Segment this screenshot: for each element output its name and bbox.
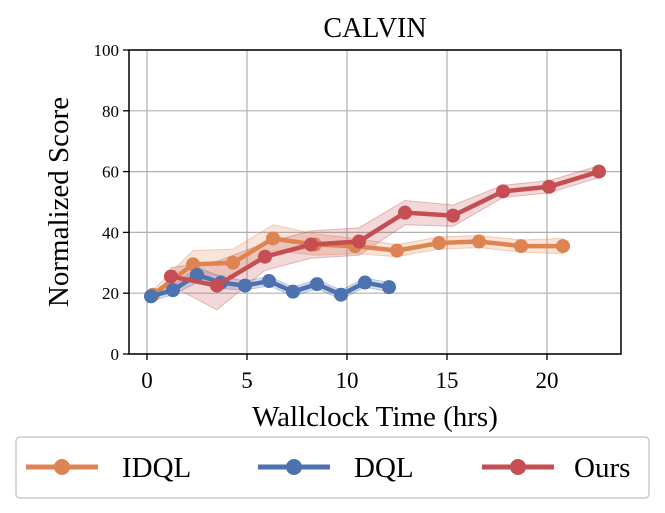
x-axis-label: Wallclock Time (hrs): [252, 401, 498, 433]
idql-point: [186, 257, 200, 272]
ours-line: [170, 169, 600, 288]
ours-point: [398, 205, 412, 220]
grid: [129, 49, 621, 355]
idql-point: [556, 239, 570, 254]
idql-legend-marker: [54, 459, 70, 475]
ours-point: [164, 269, 178, 284]
dql-point: [238, 278, 252, 293]
ours-point: [446, 208, 460, 223]
idql-point: [266, 231, 280, 246]
x-tick-label: 20: [536, 368, 559, 393]
chart-title: CALVIN: [323, 13, 426, 44]
y-tick-label: 80: [102, 102, 119, 121]
x-tick-label: 10: [336, 368, 359, 393]
x-tick-label: 5: [241, 368, 253, 393]
dql-point: [286, 284, 300, 299]
idql-point: [472, 234, 486, 249]
x-tick-label: 0: [141, 368, 153, 393]
ours-point: [210, 278, 224, 293]
idql-point: [514, 239, 528, 254]
dql-point: [166, 283, 180, 298]
dql-legend-label: DQL: [354, 452, 414, 484]
dql-legend-marker: [286, 459, 302, 475]
dql-point: [190, 267, 204, 282]
x-tick-label: 15: [436, 368, 459, 393]
dql-point: [358, 275, 372, 290]
y-axis-label: Normalized Score: [43, 97, 75, 307]
ours-point: [258, 249, 272, 264]
legend-frame: [15, 436, 650, 499]
ours-point: [352, 234, 366, 249]
dql-point: [310, 277, 324, 292]
ours-point: [496, 184, 510, 199]
axis-ticks: 0 5 10 15 20 0 20 40 60 80 100: [94, 41, 559, 393]
ours-legend-marker: [510, 459, 526, 475]
y-tick-label: 100: [94, 41, 120, 60]
legend: IDQL DQL Ours: [15, 436, 650, 499]
idql-point: [432, 236, 446, 251]
y-tick-label: 60: [102, 163, 119, 182]
dql-point: [382, 280, 396, 295]
ours-point: [304, 237, 318, 252]
ours-point: [542, 179, 556, 194]
dql-point: [334, 287, 348, 302]
idql-point: [390, 243, 404, 258]
plot-frame: [128, 49, 622, 355]
y-tick-label: 40: [102, 223, 119, 242]
y-tick-label: 0: [111, 345, 120, 364]
dql-point: [144, 289, 158, 304]
idql-point: [226, 255, 240, 270]
idql-legend-label: IDQL: [122, 452, 191, 484]
dql-point: [262, 274, 276, 289]
series-lines: [144, 164, 606, 304]
ours-point: [592, 164, 606, 179]
ours-legend-label: Ours: [574, 452, 630, 484]
y-tick-label: 20: [102, 284, 119, 303]
